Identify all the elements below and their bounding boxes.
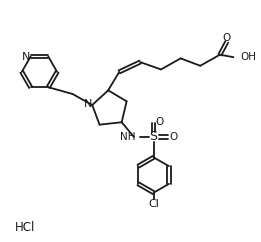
Text: O: O (156, 117, 164, 127)
Text: N: N (22, 52, 30, 61)
Text: N: N (84, 99, 92, 109)
Text: HCl: HCl (15, 221, 35, 234)
Text: OH: OH (241, 52, 257, 62)
Text: O: O (223, 33, 231, 43)
Text: Cl: Cl (148, 199, 159, 209)
Text: S: S (150, 130, 158, 144)
Text: NH: NH (120, 132, 135, 142)
Text: O: O (170, 132, 178, 142)
